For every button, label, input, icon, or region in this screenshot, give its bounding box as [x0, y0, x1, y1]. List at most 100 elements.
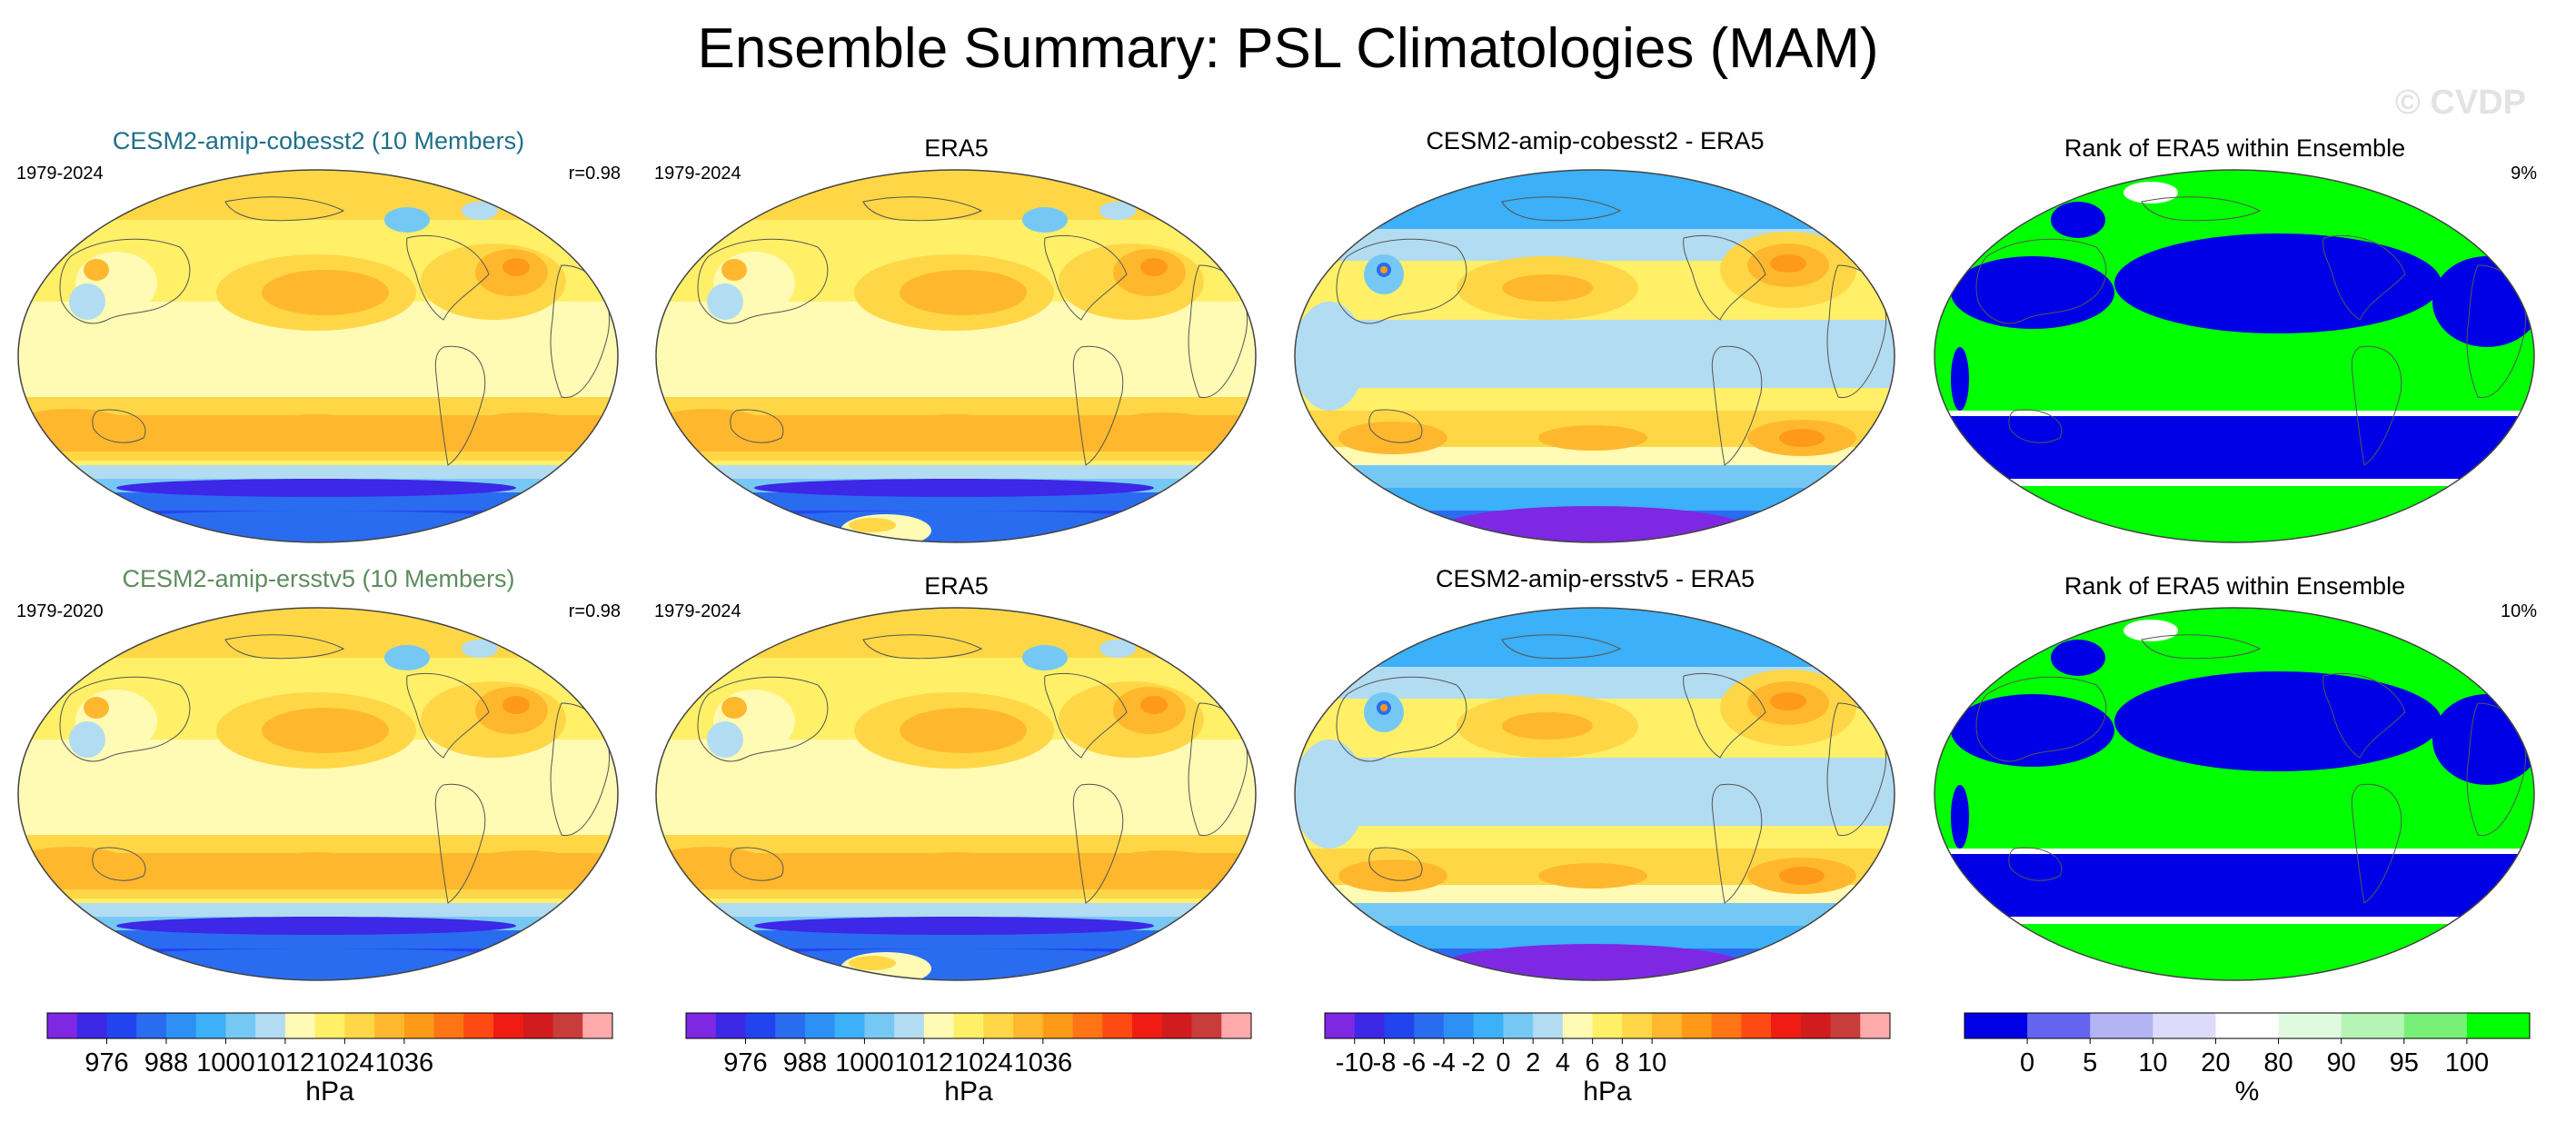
arctic-pressure-band — [656, 608, 1256, 658]
north-pacific-positive-core — [1502, 274, 1593, 302]
colorbar-swatch — [1681, 1013, 1713, 1038]
colorbar-swatch — [2215, 1013, 2280, 1038]
tibetan-high — [84, 697, 109, 719]
colorbar-tick-label: 1036 — [1014, 1048, 1073, 1077]
coastline — [2351, 345, 2402, 466]
colorbar-swatch — [1473, 1013, 1504, 1038]
arctic-low — [384, 207, 430, 233]
colorbar: -10 -8 -6 -4 -2 0 2 4 6 8 10 hPa — [1324, 1012, 1891, 1108]
map-boundary — [17, 169, 619, 543]
map-boundary — [1294, 169, 1895, 543]
arctic-low — [384, 645, 430, 670]
atlantic-positive-center — [1770, 254, 1806, 273]
colorbar-swatch — [314, 1013, 345, 1038]
colorbar-swatch — [2403, 1013, 2468, 1038]
coastline — [697, 238, 829, 324]
south-atlantic-positive-core — [1779, 867, 1825, 885]
north-pacific-positive-core — [1502, 712, 1593, 740]
panel-rank-percent: 10% — [2500, 601, 2537, 621]
colorbar-swatch — [344, 1013, 375, 1038]
colorbar-swatch — [1443, 1013, 1475, 1038]
colorbar-swatch — [1533, 1013, 1564, 1038]
south-atlantic-high — [1099, 850, 1227, 887]
coastline — [1368, 847, 1423, 881]
coastline — [730, 409, 784, 443]
coastline — [1975, 676, 2107, 762]
tibetan-high — [721, 259, 747, 281]
coastline — [1072, 783, 1124, 904]
colorbar-swatch — [1221, 1013, 1252, 1038]
map-panel: Rank of ERA5 within Ensemble 10% — [1933, 565, 2537, 992]
colorbar-swatch — [1830, 1013, 1861, 1038]
colorbar-swatch — [2153, 1013, 2216, 1038]
colorbar-swatch — [775, 1013, 806, 1038]
colorbar-swatch — [195, 1013, 226, 1038]
panel-title: CESM2-amip-cobesst2 - ERA5 — [1426, 127, 1765, 154]
rank-low-indian — [1951, 785, 1969, 849]
tibet-positive — [1380, 266, 1387, 273]
colorbar-swatch — [165, 1013, 197, 1038]
colorbar-swatch — [1503, 1013, 1534, 1038]
rank-mid-boundary — [1934, 849, 2534, 854]
coastline — [1336, 676, 1467, 762]
colorbar-swatch — [864, 1013, 895, 1038]
coastline — [1368, 409, 1423, 443]
coastline — [1044, 234, 1128, 321]
colorbar-tick-label: 0 — [2020, 1048, 2034, 1077]
south-pacific-positive — [1538, 863, 1647, 889]
panel-years: 1979-2024 — [16, 164, 104, 184]
circumpolar-low — [116, 479, 516, 497]
panel-title: CESM2-amip-ersstv5 - ERA5 — [1435, 565, 1755, 592]
colorbar-swatch — [403, 1013, 435, 1038]
colorbar-tick-label: 80 — [2263, 1048, 2293, 1077]
colorbar-swatch — [1161, 1013, 1193, 1038]
north-pacific-high-core — [900, 270, 1027, 315]
antarctic-pressure — [681, 511, 1227, 542]
colorbar-tick-label: 8 — [1615, 1048, 1629, 1077]
colorbar-swatch — [834, 1013, 865, 1038]
south-atlantic-high — [462, 850, 589, 887]
coastline — [1711, 345, 1763, 466]
map-boundary — [655, 169, 1257, 543]
colorbar-tick-label: 0 — [1496, 1048, 1510, 1077]
colorbar-swatch — [923, 1013, 955, 1038]
coastline — [862, 196, 983, 222]
panel-years: 1979-2024 — [654, 164, 741, 184]
colorbar-unit-label: hPa — [1583, 1077, 1632, 1107]
rank-low-west-pacific — [1951, 256, 2114, 329]
arctic-negative-difference — [1295, 608, 1895, 667]
coastline — [92, 847, 146, 881]
maritime-continent — [1295, 302, 1366, 411]
colorbar-tick-label: -2 — [1462, 1048, 1486, 1077]
tibetan-high — [84, 259, 109, 281]
circumpolar-low — [754, 479, 1154, 497]
antarctic-pressure — [681, 948, 1227, 980]
coastline — [730, 847, 784, 881]
north-pacific-high-core — [900, 708, 1027, 753]
colorbar-swatch — [2278, 1013, 2342, 1038]
colorbar-swatch — [2466, 1013, 2531, 1038]
map-rank-cobesst2 — [1934, 169, 2535, 543]
colorbar-tick-label: -8 — [1373, 1048, 1397, 1077]
colorbar-swatch — [463, 1013, 494, 1038]
north-pacific-high-core — [262, 270, 389, 315]
map-boundary — [1294, 607, 1895, 981]
azores-high-center — [1140, 258, 1168, 276]
colorbar-swatch — [953, 1013, 984, 1038]
arctic-pressure-band — [18, 170, 618, 220]
map-boundary — [1934, 169, 2535, 543]
coastline — [224, 634, 345, 660]
colorbar-tick-label: 988 — [144, 1048, 188, 1077]
colorbar-swatch — [1562, 1013, 1594, 1038]
indian-low — [69, 721, 105, 758]
tibet-positive — [1380, 704, 1387, 711]
antarctic-high-core — [849, 956, 896, 970]
arctic-pressure-band — [656, 170, 1256, 220]
arctic-negative-difference — [1295, 170, 1895, 229]
colorbar-swatch — [1042, 1013, 1074, 1038]
colorbar-unit-label: hPa — [305, 1077, 354, 1107]
colorbar-swatch — [1132, 1013, 1163, 1038]
colorbar-tick-label: 5 — [2083, 1048, 2097, 1077]
indian-ocean-positive — [1338, 422, 1447, 454]
colorbar-swatch — [255, 1013, 286, 1038]
